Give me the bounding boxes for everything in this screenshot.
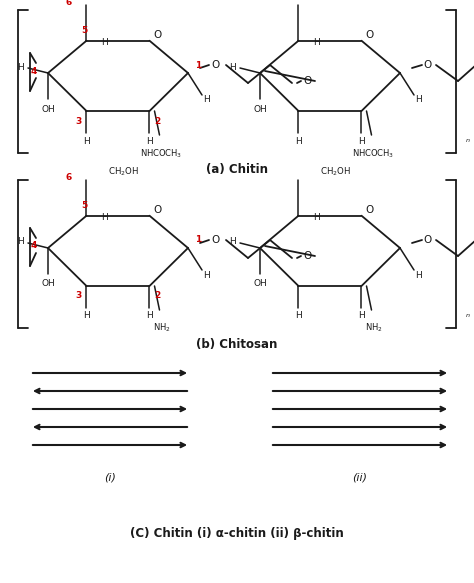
Text: 5: 5 — [82, 26, 88, 35]
Text: CH$_2$OH: CH$_2$OH — [109, 0, 140, 3]
Text: 4: 4 — [31, 241, 37, 251]
Text: NH$_2$: NH$_2$ — [365, 322, 382, 335]
Text: H: H — [295, 311, 302, 321]
Text: O: O — [424, 235, 432, 245]
Text: 1: 1 — [195, 236, 201, 244]
Text: (i): (i) — [104, 472, 116, 482]
Text: 2: 2 — [155, 292, 161, 300]
Text: OH: OH — [41, 279, 55, 289]
Text: 3: 3 — [75, 117, 82, 125]
Text: NHCOCH$_3$: NHCOCH$_3$ — [140, 147, 182, 160]
Text: 1: 1 — [195, 61, 201, 69]
Text: CH$_2$OH: CH$_2$OH — [320, 166, 352, 178]
Text: (b) Chitosan: (b) Chitosan — [196, 338, 278, 351]
Text: H: H — [313, 213, 320, 222]
Text: OH: OH — [253, 104, 267, 114]
Text: O: O — [154, 30, 162, 40]
Text: H: H — [146, 311, 153, 321]
Text: H: H — [313, 38, 320, 47]
Text: O: O — [365, 30, 374, 40]
Text: H: H — [83, 136, 90, 146]
Text: NHCOCH$_3$: NHCOCH$_3$ — [352, 147, 395, 160]
Text: H: H — [204, 96, 210, 104]
Text: H: H — [358, 311, 365, 321]
Text: 2: 2 — [155, 117, 161, 125]
Text: H: H — [295, 136, 302, 146]
Text: OH: OH — [253, 279, 267, 289]
Text: (ii): (ii) — [353, 472, 367, 482]
Text: $_n$: $_n$ — [465, 311, 471, 320]
Text: 5: 5 — [82, 201, 88, 210]
Text: $_n$: $_n$ — [465, 136, 471, 145]
Text: O: O — [212, 235, 220, 245]
Text: H: H — [416, 96, 422, 104]
Text: (C) Chitin (i) α-chitin (ii) β-chitin: (C) Chitin (i) α-chitin (ii) β-chitin — [130, 526, 344, 539]
Text: NH$_2$: NH$_2$ — [153, 322, 170, 335]
Text: O: O — [304, 251, 312, 261]
Text: H: H — [101, 38, 108, 47]
Text: O: O — [424, 60, 432, 70]
Text: H: H — [229, 62, 237, 72]
Text: 6: 6 — [65, 0, 72, 7]
Text: O: O — [154, 205, 162, 215]
Text: O: O — [212, 60, 220, 70]
Text: O: O — [365, 205, 374, 215]
Text: H: H — [18, 62, 24, 72]
Text: H: H — [358, 136, 365, 146]
Text: 3: 3 — [75, 292, 82, 300]
Text: H: H — [18, 237, 24, 247]
Text: O: O — [304, 76, 312, 86]
Text: CH$_2$OH: CH$_2$OH — [320, 0, 352, 3]
Text: (a) Chitin: (a) Chitin — [206, 163, 268, 176]
Text: H: H — [229, 237, 237, 247]
Text: 4: 4 — [31, 66, 37, 76]
Text: H: H — [204, 271, 210, 279]
Text: 6: 6 — [65, 173, 72, 182]
Text: H: H — [83, 311, 90, 321]
Text: H: H — [416, 271, 422, 279]
Text: OH: OH — [41, 104, 55, 114]
Text: CH$_2$OH: CH$_2$OH — [109, 166, 140, 178]
Text: H: H — [101, 213, 108, 222]
Text: H: H — [146, 136, 153, 146]
